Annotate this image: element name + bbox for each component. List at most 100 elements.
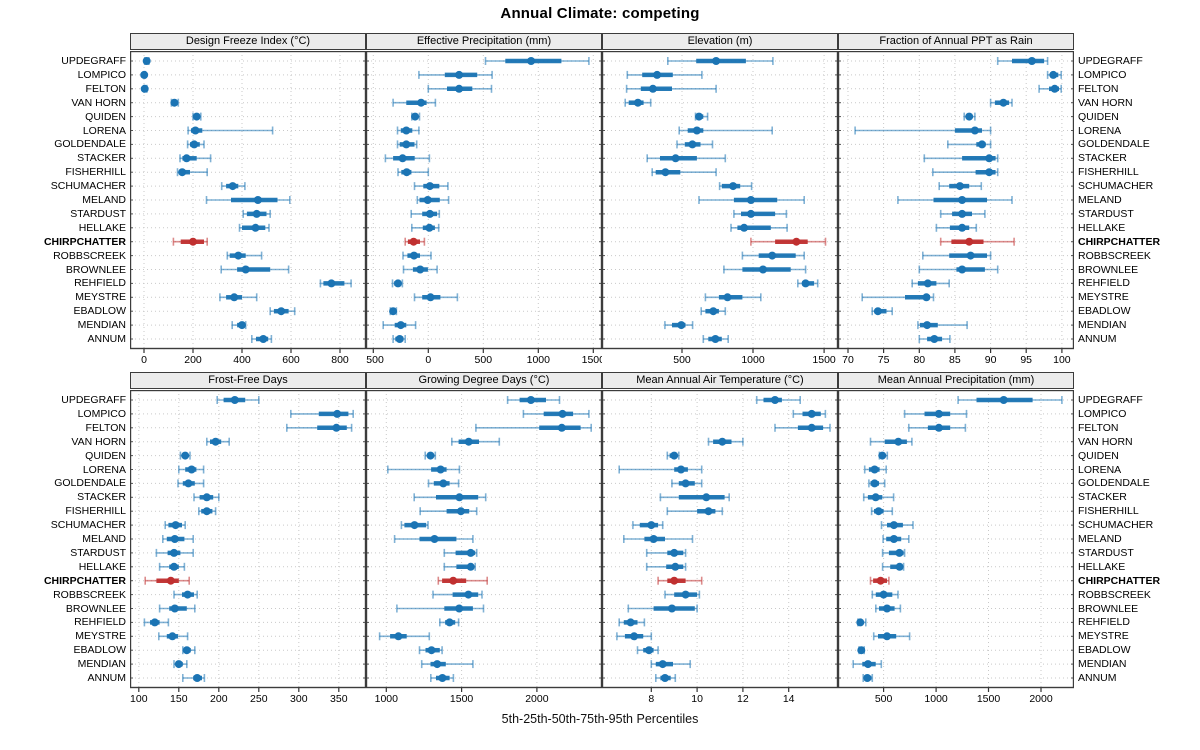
svg-text:95: 95 bbox=[1020, 354, 1032, 366]
svg-text:600: 600 bbox=[282, 354, 300, 366]
percentile-marker-fisherhill bbox=[176, 168, 208, 177]
percentile-marker-brownlee bbox=[220, 265, 290, 274]
percentile-marker-rehfield bbox=[143, 618, 170, 627]
svg-text:500: 500 bbox=[475, 354, 493, 366]
percentile-marker-updegraff bbox=[216, 396, 260, 404]
svg-text:14: 14 bbox=[783, 693, 795, 705]
percentile-marker-robbscreek bbox=[922, 251, 992, 260]
site-label-right-annum: ANNUM bbox=[1078, 333, 1117, 345]
site-label-right-hellake: HELLAKE bbox=[1078, 560, 1126, 573]
percentile-marker-quiden bbox=[878, 451, 889, 460]
site-label-left-hellake: HELLAKE bbox=[78, 560, 126, 573]
svg-text:200: 200 bbox=[210, 693, 228, 705]
percentile-marker-hellake bbox=[645, 562, 687, 571]
percentile-marker-robbscreek bbox=[173, 590, 198, 599]
percentile-marker-quiden bbox=[192, 112, 202, 121]
percentile-marker-annum bbox=[392, 335, 407, 343]
percentile-marker-mendian bbox=[382, 321, 417, 330]
strip-mean-annual-air-temperature-c-: Mean Annual Air Temperature (°C) bbox=[602, 372, 838, 389]
percentile-marker-felton bbox=[286, 423, 353, 432]
strip-mean-annual-precipitation-mm-: Mean Annual Precipitation (mm) bbox=[838, 372, 1074, 389]
site-label-left-meystre: MEYSTRE bbox=[75, 630, 126, 643]
svg-text:150: 150 bbox=[170, 693, 188, 705]
svg-text:80: 80 bbox=[913, 354, 925, 366]
site-label-right-felton: FELTON bbox=[1078, 82, 1119, 95]
percentile-marker-ebadlow bbox=[389, 307, 398, 316]
percentile-marker-meystre bbox=[616, 632, 653, 641]
site-label-right-meland: MELAND bbox=[1078, 194, 1122, 206]
site-label-right-annum: ANNUM bbox=[1078, 672, 1117, 684]
percentile-marker-van-horn bbox=[170, 98, 180, 107]
svg-text:1500: 1500 bbox=[977, 693, 1001, 705]
percentile-marker-updegraff bbox=[755, 396, 801, 404]
percentile-marker-annum bbox=[181, 674, 206, 682]
site-label-right-quiden: QUIDEN bbox=[1078, 449, 1119, 462]
percentile-marker-lompico bbox=[418, 70, 493, 79]
site-label-right-updegraff: UPDEGRAFF bbox=[1078, 394, 1143, 406]
percentile-marker-meland bbox=[161, 535, 195, 543]
site-label-right-rehfield: REHFIELD bbox=[1078, 616, 1130, 629]
site-label-left-schumacher: SCHUMACHER bbox=[50, 519, 126, 532]
percentile-marker-mendian bbox=[664, 321, 694, 330]
site-label-left-lompico: LOMPICO bbox=[77, 407, 126, 420]
percentile-marker-ebadlow bbox=[181, 646, 196, 655]
panel-fraction-of-annual-ppt-as-rain: 70 75 80 85 90 95 100 bbox=[837, 50, 1075, 372]
percentile-marker-ebadlow bbox=[418, 646, 443, 655]
percentile-marker-updegraff bbox=[506, 396, 561, 404]
site-label-right-lorena: LORENA bbox=[1078, 124, 1122, 137]
site-label-left-van-horn: VAN HORN bbox=[71, 96, 126, 109]
percentile-marker-schumacher bbox=[220, 182, 246, 191]
percentile-marker-meland bbox=[882, 535, 910, 543]
percentile-marker-stardust bbox=[733, 209, 788, 218]
site-label-right-chirpchatter: CHIRPCHATTER bbox=[1078, 574, 1161, 587]
panel-mean-annual-precipitation-mm-: 500 1000 1500 2000 bbox=[837, 389, 1075, 711]
percentile-marker-felton bbox=[774, 423, 831, 432]
percentile-marker-goldendale bbox=[396, 140, 418, 149]
percentile-marker-ebadlow bbox=[269, 307, 296, 316]
site-label-right-brownlee: BROWNLEE bbox=[1078, 602, 1139, 615]
percentile-marker-rehfield bbox=[439, 618, 460, 627]
svg-text:500: 500 bbox=[875, 693, 893, 705]
percentile-marker-fisherhill bbox=[198, 507, 217, 516]
svg-text:200: 200 bbox=[184, 354, 202, 366]
site-label-left-lorena: LORENA bbox=[82, 463, 126, 476]
percentile-marker-stacker bbox=[659, 493, 730, 502]
percentile-marker-stacker bbox=[413, 493, 487, 502]
site-label-left-rehfield: REHFIELD bbox=[74, 616, 126, 629]
percentile-marker-meystre bbox=[861, 293, 935, 302]
percentile-marker-chirpchatter bbox=[657, 576, 703, 585]
site-label-right-lorena: LORENA bbox=[1078, 463, 1122, 476]
percentile-marker-updegraff bbox=[667, 57, 774, 65]
svg-text:75: 75 bbox=[878, 354, 890, 366]
site-label-right-van-horn: VAN HORN bbox=[1078, 435, 1133, 448]
percentile-marker-stardust bbox=[939, 209, 986, 218]
percentile-marker-mendian bbox=[173, 660, 188, 669]
percentile-marker-quiden bbox=[179, 451, 191, 460]
site-label-left-brownlee: BROWNLEE bbox=[65, 602, 126, 615]
percentile-marker-stacker bbox=[179, 154, 212, 163]
svg-text:2000: 2000 bbox=[1029, 693, 1053, 705]
site-label-left-fisherhill: FISHERHILL bbox=[65, 505, 126, 518]
percentile-marker-fisherhill bbox=[932, 168, 999, 177]
percentile-marker-hellake bbox=[443, 562, 476, 571]
percentile-marker-quiden bbox=[410, 112, 421, 121]
percentile-marker-meystre bbox=[872, 632, 911, 641]
percentile-marker-felton bbox=[140, 84, 149, 93]
site-label-right-stardust: STARDUST bbox=[1078, 207, 1134, 220]
percentile-marker-stardust bbox=[410, 209, 441, 218]
site-label-left-mendian: MENDIAN bbox=[77, 658, 126, 671]
site-label-right-fisherhill: FISHERHILL bbox=[1078, 166, 1139, 179]
percentile-marker-schumacher bbox=[718, 182, 753, 191]
panel-plot-elevation-m-: 500 1000 1500 bbox=[601, 50, 839, 366]
percentile-marker-fisherhill bbox=[651, 168, 717, 177]
percentile-marker-goldendale bbox=[671, 479, 703, 488]
site-label-left-ebadlow: EBADLOW bbox=[73, 305, 126, 318]
site-label-right-ebadlow: EBADLOW bbox=[1078, 305, 1131, 318]
percentile-marker-hellake bbox=[730, 223, 788, 232]
site-label-right-chirpchatter: CHIRPCHATTER bbox=[1078, 235, 1161, 248]
site-label-right-updegraff: UPDEGRAFF bbox=[1078, 55, 1143, 67]
percentile-marker-brownlee bbox=[158, 604, 196, 613]
site-label-left-meland: MELAND bbox=[82, 533, 126, 545]
svg-text:1000: 1000 bbox=[924, 693, 948, 705]
